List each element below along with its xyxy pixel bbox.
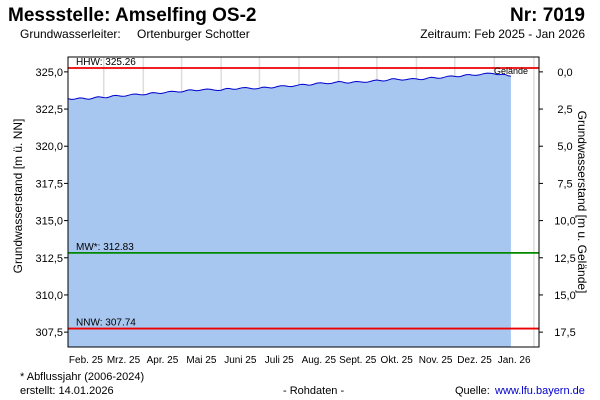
x-tick-label: Aug. 25 [302,355,337,366]
aquifer-value: Ortenburger Schotter [137,27,250,41]
plot-frame [67,56,540,348]
y-tick-label: 317,5 [35,178,63,190]
y-tick-label: 315,0 [35,216,63,228]
x-tick-label: Okt. 25 [381,355,414,366]
x-tick-label: Dez. 25 [457,355,492,366]
raw-data-note: - Rohdaten - [283,385,345,397]
water-level-line [67,72,511,100]
x-tick-label: Mrz. 25 [107,355,141,366]
y-tick-label: 322,5 [35,104,63,116]
period-label: Zeitraum: Feb 2025 - Jan 2026 [420,27,585,41]
reference-lines: HHW: 325.26 MW*: 312.83 NNW: 307.74 [68,57,539,330]
source-label: Quelle: [455,385,490,397]
y2-tick-label: 5,0 [557,141,572,153]
y2-tick-label: 12,5 [554,253,575,265]
source-link[interactable]: www.lfu.bayern.de [495,385,585,397]
y2-tick-label: 10,0 [554,216,575,228]
x-tick-label: Juli 25 [265,355,294,366]
x-tick-label: Jan. 26 [498,355,531,366]
y2-tick-label: 7,5 [557,178,572,190]
y2-tick-label: 17,5 [554,327,575,339]
station-title: Messstelle: Amselfing OS-2 [8,5,257,26]
y-tick-label: 310,0 [35,290,63,302]
x-tick-label: Apr. 25 [147,355,179,366]
y2-tick-label: 15,0 [554,290,575,302]
y2-tick-label: 0,0 [557,67,572,79]
y2-tick-label: 2,5 [557,104,572,116]
hhw-label: HHW: 325.26 [76,57,136,68]
y-tick-label: 320,0 [35,141,63,153]
axes: 325,0 0,0 322,5 2,5 320,0 5,0 317,5 7,5 315,0 10,… [35,67,575,366]
ground-level-annotation: Gelände [494,66,528,76]
created-date: erstellt: 14.01.2026 [20,385,114,397]
water-level-area [68,73,511,347]
y-tick-label: 307,5 [35,327,63,339]
x-tick-label: Sept. 25 [339,355,377,366]
x-tick-label: Feb. 25 [69,355,103,366]
y-axis-label: Grundwasserstand [m ü. NN] [11,119,25,274]
x-tick-label: Nov. 25 [419,355,453,366]
y-tick-label: 325,0 [35,67,63,79]
mw-label: MW*: 312.83 [76,242,134,253]
x-tick-label: Mai 25 [186,355,216,366]
y-tick-label: 312,5 [35,253,63,265]
x-tick-label: Juni 25 [224,355,257,366]
aquifer-label: Grundwasserleiter: [20,27,121,41]
station-number: Nr: 7019 [510,5,585,26]
y2-axis-label: Grundwasserstand [m u. Gelände] [575,111,589,294]
nnw-label: NNW: 307.74 [76,318,136,329]
footnote: * Abflussjahr (2006-2024) [20,371,145,383]
